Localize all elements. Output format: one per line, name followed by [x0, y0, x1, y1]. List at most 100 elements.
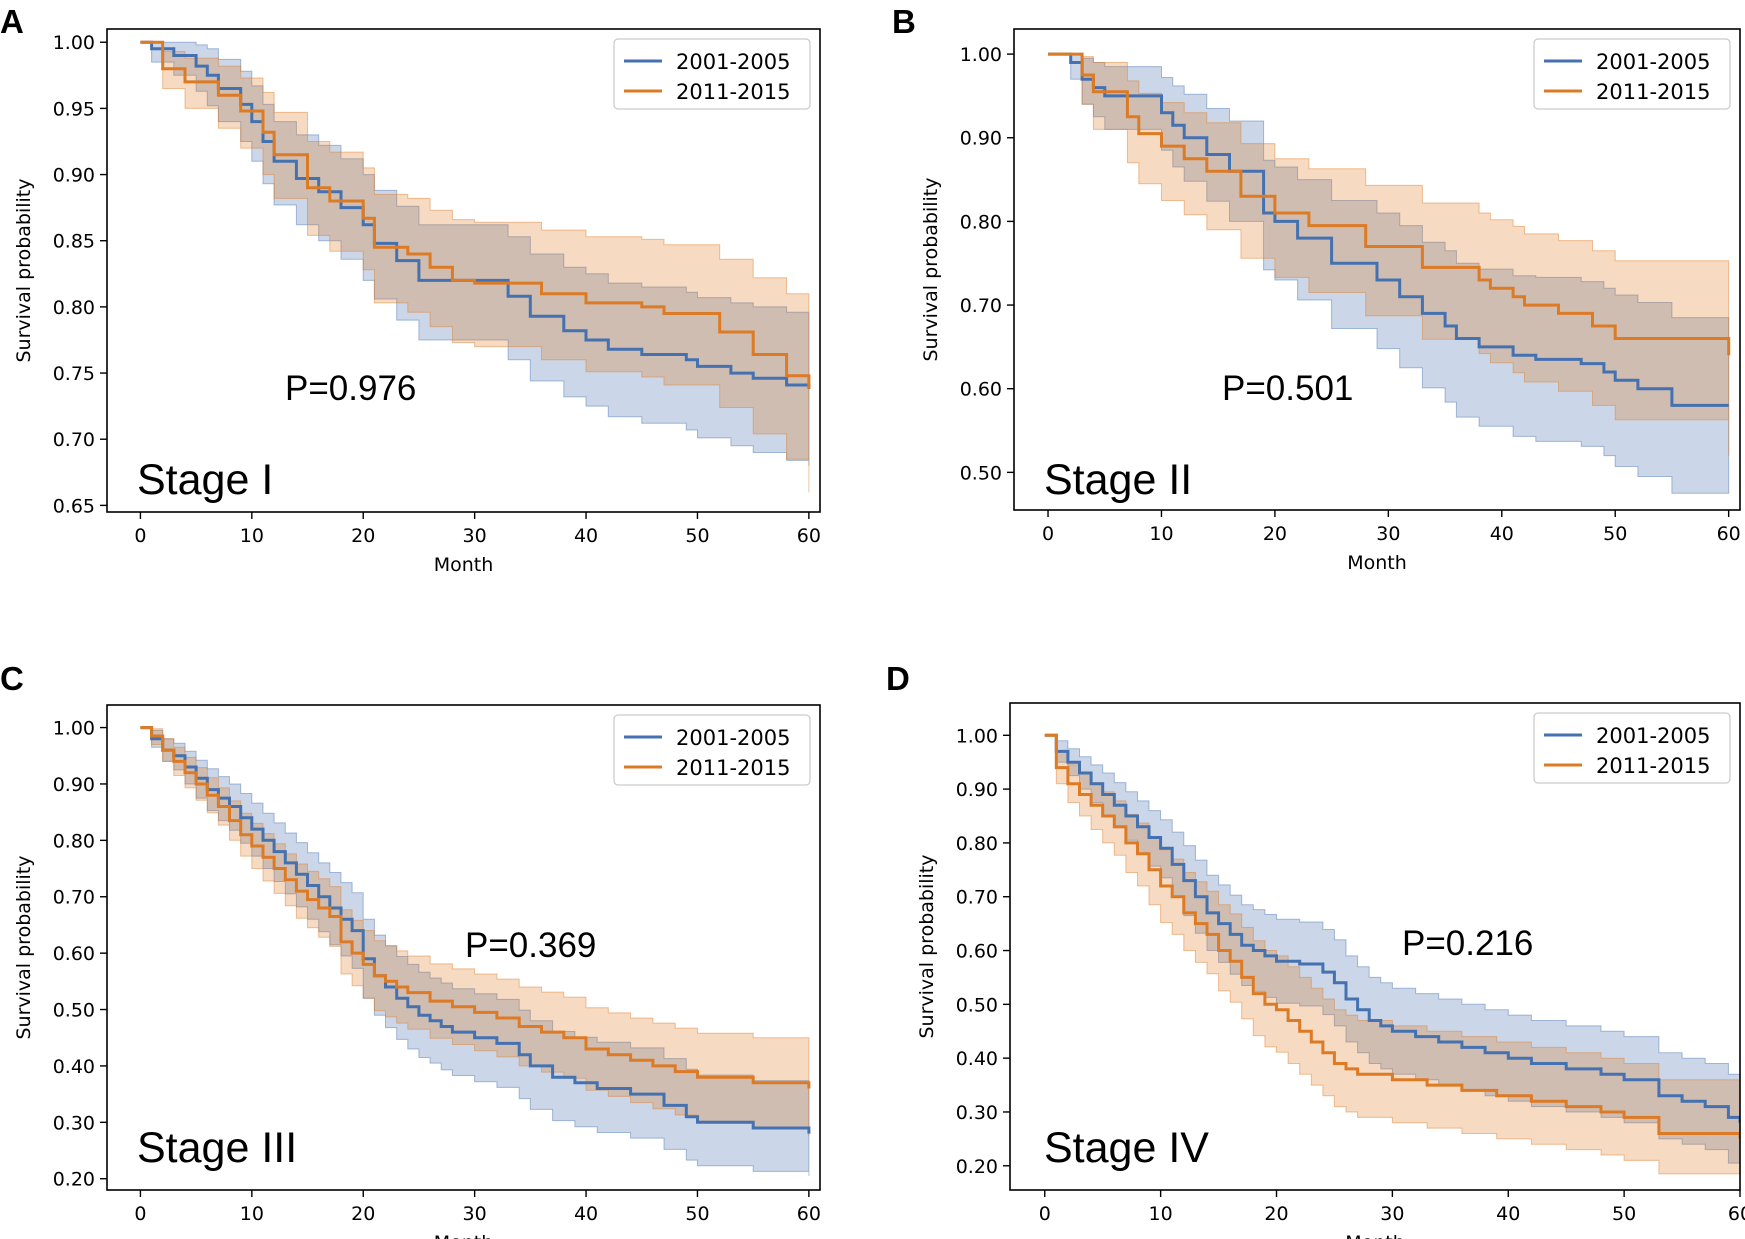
legend-box: [1533, 38, 1731, 110]
legend-label-1: 2001-2005: [676, 50, 790, 74]
y-tick-label: 0.50: [960, 462, 1002, 484]
y-axis-title: Survival probability: [920, 177, 942, 361]
axes-frame: [106, 704, 821, 1191]
survival-line-2: [1048, 52, 1731, 356]
y-tick-label: 0.80: [960, 211, 1002, 233]
y-tick-label: 0.40: [956, 1048, 998, 1070]
legend-label-2: 2011-2015: [1596, 80, 1710, 104]
y-tick-label: 0.70: [53, 887, 95, 909]
x-tick-label: 20: [351, 525, 375, 547]
y-axis-title: Survival probability: [916, 854, 938, 1038]
y-tick-label: 0.30: [956, 1102, 998, 1124]
x-tick-label: 50: [1612, 1203, 1636, 1225]
x-tick-label: 20: [351, 1203, 375, 1225]
y-tick-label: 0.80: [956, 833, 998, 855]
axes-frame: [1013, 28, 1741, 511]
confidence-band-1: [140, 41, 810, 466]
y-tick-label: 0.95: [53, 98, 95, 120]
legend: 2001-2005 2011-2015: [1533, 712, 1731, 784]
y-tick-label: 0.85: [53, 231, 95, 253]
y-tick-label: 0.90: [53, 774, 95, 796]
legend-label-2: 2011-2015: [676, 80, 790, 104]
legend: 2001-2005 2011-2015: [613, 714, 811, 786]
x-tick-label: 0: [1039, 1203, 1051, 1225]
y-tick-label: 1.00: [53, 718, 95, 740]
legend-label-1: 2001-2005: [676, 726, 790, 750]
axes-frame: [1009, 702, 1741, 1191]
panel-letter: B: [892, 3, 916, 40]
y-tick-label: 1.00: [960, 44, 1002, 66]
y-tick-label: 0.90: [53, 165, 95, 187]
x-tick-label: 40: [1490, 523, 1514, 545]
legend-label-1: 2001-2005: [1596, 724, 1710, 748]
y-tick-label: 0.20: [956, 1156, 998, 1178]
legend-label-1: 2001-2005: [1596, 50, 1710, 74]
survival-line-2: [140, 726, 811, 1089]
stage-label: Stage II: [1044, 456, 1192, 504]
confidence-band-2: [1048, 53, 1730, 456]
panel-letter: C: [0, 660, 24, 697]
x-tick-label: 30: [1376, 523, 1400, 545]
stage-label: Stage IV: [1044, 1124, 1209, 1172]
y-tick-label: 0.65: [53, 495, 95, 517]
confidence-band-1: [1044, 734, 1740, 1166]
x-tick-label: 30: [1380, 1203, 1404, 1225]
y-axis-title: Survival probability: [13, 855, 35, 1039]
x-tick-label: 10: [240, 1203, 264, 1225]
x-axis-title: Month: [434, 554, 494, 576]
x-tick-label: 50: [685, 525, 709, 547]
x-tick-label: 10: [1149, 523, 1173, 545]
y-tick-label: 0.70: [960, 295, 1002, 317]
y-tick-label: 0.40: [53, 1056, 95, 1078]
x-tick-label: 10: [1149, 1203, 1173, 1225]
x-tick-label: 60: [1717, 523, 1741, 545]
chart-panel-c: 0 10 20 30 40 50 60 0.20 0.30 0.40 0.50 0.60 0.70 0.8…: [0, 660, 821, 1239]
y-tick-label: 0.60: [956, 941, 998, 963]
x-tick-label: 10: [240, 525, 264, 547]
confidence-band-1: [1048, 53, 1730, 494]
p-value-annotation: P=0.976: [285, 369, 416, 408]
x-tick-label: 0: [134, 1203, 146, 1225]
x-axis-title: Month: [1345, 1232, 1405, 1239]
survival-line-2: [1044, 733, 1740, 1139]
survival-line-1: [1048, 52, 1729, 407]
x-tick-label: 30: [463, 525, 487, 547]
x-tick-label: 60: [1728, 1203, 1745, 1225]
legend-box: [1533, 712, 1731, 784]
stage-label: Stage III: [137, 1124, 297, 1172]
y-tick-label: 0.50: [53, 1000, 95, 1022]
p-value-annotation: P=0.501: [1222, 369, 1353, 408]
x-tick-label: 40: [574, 1203, 598, 1225]
chart-panel-b: 0 10 20 30 40 50 60 0.50 0.60 0.70 0.80 0.90 1.00 Mon…: [892, 3, 1741, 574]
plot-area: [140, 40, 811, 493]
x-tick-label: 50: [685, 1203, 709, 1225]
x-tick-label: 20: [1264, 1203, 1288, 1225]
x-tick-label: 50: [1603, 523, 1627, 545]
y-tick-label: 0.60: [53, 943, 95, 965]
survival-line-1: [1044, 733, 1740, 1123]
stage-label: Stage I: [137, 456, 273, 504]
y-tick-label: 0.90: [956, 779, 998, 801]
x-tick-label: 20: [1263, 523, 1287, 545]
legend: 2001-2005 2011-2015: [613, 38, 811, 110]
panel-letter: A: [0, 3, 24, 40]
legend-box: [613, 38, 811, 110]
y-tick-label: 0.50: [956, 994, 998, 1016]
y-tick-label: 0.60: [960, 379, 1002, 401]
y-tick-label: 0.90: [960, 128, 1002, 150]
y-tick-label: 0.20: [53, 1169, 95, 1191]
chart-panel-a: 0 10 20 30 40 50 60 0.65 0.70 0.75 0.80 0.85 0.90 0.9…: [0, 3, 821, 576]
y-tick-label: 0.75: [53, 363, 95, 385]
legend: 2001-2005 2011-2015: [1533, 38, 1731, 110]
y-tick-label: 0.30: [53, 1112, 95, 1134]
panel-letter: D: [886, 660, 910, 697]
plot-area: [1044, 733, 1740, 1180]
plot-area: [140, 726, 811, 1176]
axes-frame: [106, 28, 821, 513]
x-tick-label: 0: [134, 525, 146, 547]
y-axis-title: Survival probability: [13, 178, 35, 362]
p-value-annotation: P=0.369: [465, 926, 596, 965]
x-axis-title: Month: [1347, 552, 1407, 574]
x-tick-label: 60: [797, 525, 821, 547]
